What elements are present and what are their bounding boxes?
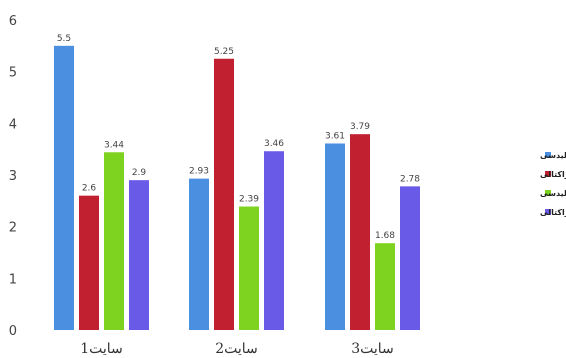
bar xyxy=(350,134,370,330)
legend-swatch xyxy=(545,209,551,215)
data-label: 2.9 xyxy=(132,168,147,178)
bar xyxy=(54,45,74,330)
y-tick-label: 1 xyxy=(9,272,17,287)
y-tick-label: 4 xyxy=(9,117,17,132)
data-labels: 5.5 2.6 3.44 2.9 2.93 5.25 2.39 3.46 3.61 3.79 1.6… xyxy=(57,34,420,241)
y-tick-label: 2 xyxy=(9,221,17,236)
y-axis: 0 1 2 3 4 5 6 xyxy=(9,14,17,339)
y-tick-label: 5 xyxy=(9,66,17,81)
data-label: 2.6 xyxy=(82,184,97,194)
y-tick-label: 3 xyxy=(9,169,17,184)
x-tick-label: سایت3 xyxy=(351,341,394,357)
legend-label: تابع گاوسی - هندسه اقلیدسی xyxy=(540,150,566,160)
data-label: 3.44 xyxy=(104,140,124,150)
legend-swatch xyxy=(545,190,551,196)
legend-swatch xyxy=(545,152,551,158)
bar xyxy=(189,178,209,330)
bar xyxy=(104,152,124,330)
bar xyxy=(79,195,99,330)
bar xyxy=(264,151,284,330)
x-tick-label: سایت1 xyxy=(80,341,123,357)
data-label: 3.61 xyxy=(325,131,345,141)
bars xyxy=(54,45,420,330)
y-tick-label: 6 xyxy=(9,14,17,29)
data-label: 1.68 xyxy=(375,231,395,241)
x-axis: سایت1 سایت2 سایت3 xyxy=(80,341,394,357)
bar xyxy=(239,206,259,330)
legend-swatch xyxy=(545,171,551,177)
data-label: 5.25 xyxy=(214,47,234,57)
y-tick-label: 0 xyxy=(9,324,17,339)
bar xyxy=(214,58,234,330)
legend-label: تابع گاوسی - هندسه فراکتالی xyxy=(540,169,566,179)
legend: تابع گاوسی - هندسه اقلیدسی تابع گاوسی - ه… xyxy=(540,150,566,217)
bar xyxy=(375,243,395,330)
bar xyxy=(400,186,420,330)
data-label: 3.79 xyxy=(350,122,370,132)
data-label: 5.5 xyxy=(57,34,71,44)
bar xyxy=(129,180,149,330)
legend-label: تابع نمایی - هندسه اقلیدسی xyxy=(540,189,566,198)
data-label: 2.39 xyxy=(239,195,259,205)
data-label: 2.78 xyxy=(400,174,420,184)
x-tick-label: سایت2 xyxy=(215,341,258,357)
data-label: 2.93 xyxy=(189,167,209,177)
bar xyxy=(325,143,345,330)
legend-label: تابع نمایی - هندسه فراکتالی xyxy=(540,208,566,217)
data-label: 3.46 xyxy=(264,139,284,149)
